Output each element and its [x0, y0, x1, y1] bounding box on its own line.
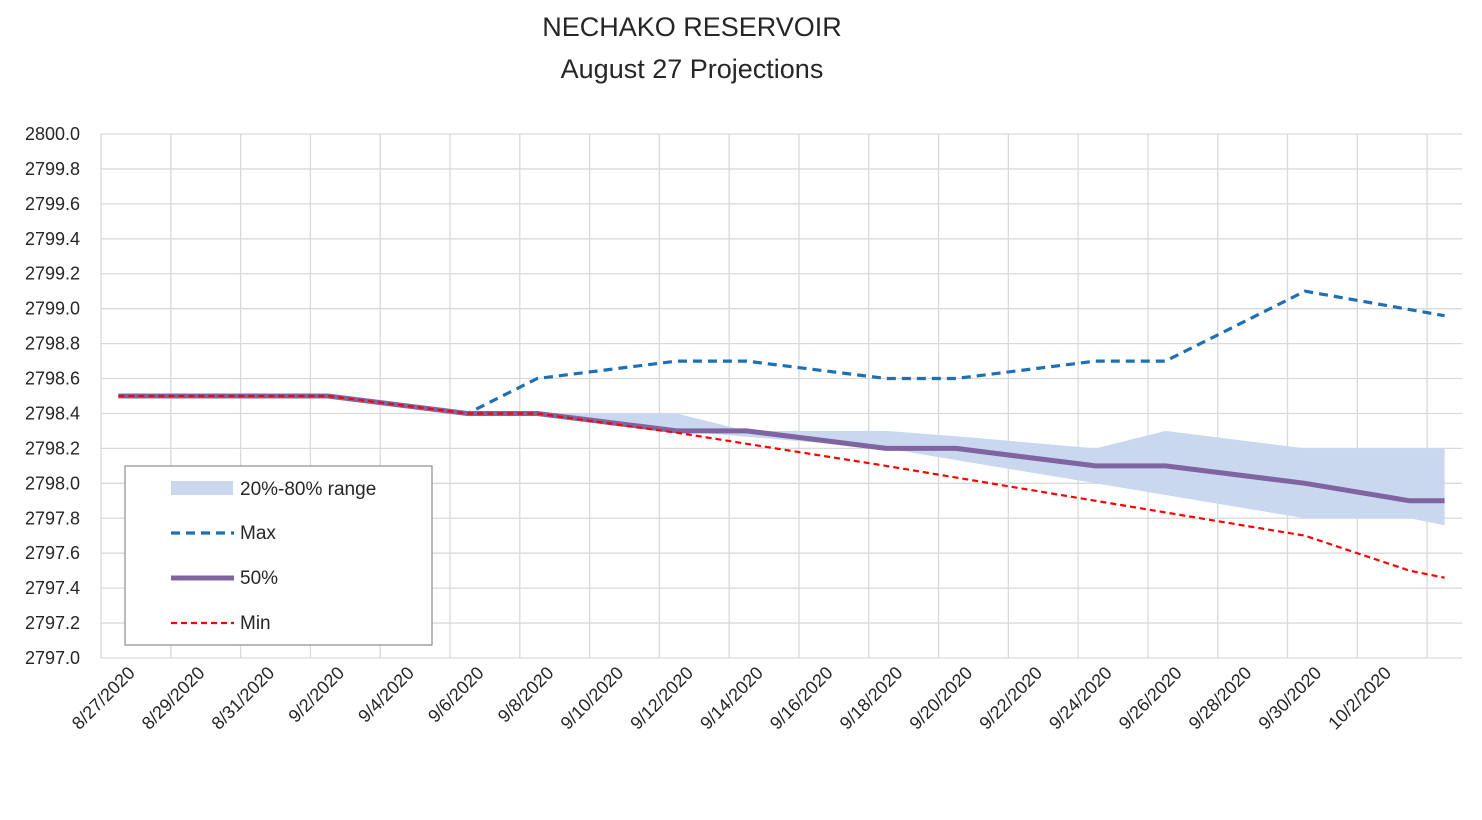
x-tick-label: 9/8/2020	[494, 663, 558, 727]
y-tick-label: 2799.6	[25, 194, 80, 214]
legend-label-range: 20%-80% range	[240, 479, 376, 500]
x-tick-label: 9/28/2020	[1185, 663, 1256, 734]
y-tick-label: 2798.0	[25, 473, 80, 493]
y-tick-label: 2799.8	[25, 159, 80, 179]
chart-title: NECHAKO RESERVOIR August 27 Projections	[542, 12, 842, 84]
y-tick-label: 2799.0	[25, 299, 80, 319]
y-tick-label: 2800.0	[25, 124, 80, 144]
legend: 20%-80% range Max 50% Min	[124, 465, 433, 646]
y-tick-label: 2799.4	[25, 229, 80, 249]
y-axis-ticks: 2800.0 2799.8 2799.6 2799.4 2799.2 2799.0 2798…	[25, 124, 80, 668]
x-tick-label: 9/12/2020	[626, 663, 697, 734]
x-tick-label: 9/10/2020	[557, 663, 628, 734]
y-tick-label: 2798.8	[25, 334, 80, 354]
x-tick-label: 8/31/2020	[208, 663, 279, 734]
legend-box	[124, 465, 433, 646]
legend-label-min: Min	[240, 613, 271, 634]
y-tick-label: 2799.2	[25, 264, 80, 284]
series-layer	[118, 289, 1445, 579]
x-tick-label: 9/24/2020	[1045, 663, 1116, 734]
y-tick-label: 2797.4	[25, 578, 80, 598]
y-tick-label: 2798.6	[25, 369, 80, 389]
x-tick-label: 9/6/2020	[424, 663, 488, 727]
range-band	[467, 413, 1445, 526]
x-axis-ticks: 8/27/2020 8/29/2020 8/31/2020 9/2/2020 9/4/2…	[68, 663, 1395, 734]
range-band-area	[467, 413, 1445, 526]
legend-label-max: Max	[240, 523, 276, 544]
x-tick-label: 9/30/2020	[1254, 663, 1325, 734]
x-tick-label: 10/2/2020	[1324, 663, 1395, 734]
series-line-max	[118, 289, 1445, 416]
x-tick-label: 8/27/2020	[68, 663, 139, 734]
x-tick-label: 9/22/2020	[975, 663, 1046, 734]
y-tick-label: 2797.0	[25, 648, 80, 668]
x-tick-label: 9/20/2020	[905, 663, 976, 734]
x-tick-label: 9/14/2020	[696, 663, 767, 734]
x-tick-label: 9/26/2020	[1115, 663, 1186, 734]
legend-label-50: 50%	[240, 568, 278, 589]
y-tick-label: 2797.8	[25, 508, 80, 528]
y-tick-label: 2797.2	[25, 613, 80, 633]
y-tick-label: 2798.4	[25, 403, 80, 423]
chart-title-line-1: NECHAKO RESERVOIR	[542, 12, 842, 42]
series-line-min	[118, 394, 1445, 579]
x-tick-label: 8/29/2020	[138, 663, 209, 734]
y-tick-label: 2797.6	[25, 543, 80, 563]
x-tick-label: 9/16/2020	[766, 663, 837, 734]
legend-range-swatch	[171, 481, 233, 495]
x-tick-label: 9/2/2020	[284, 663, 348, 727]
chart-title-line-2: August 27 Projections	[561, 54, 824, 84]
x-tick-label: 9/18/2020	[836, 663, 907, 734]
y-tick-label: 2798.2	[25, 438, 80, 458]
x-tick-label: 9/4/2020	[354, 663, 418, 727]
